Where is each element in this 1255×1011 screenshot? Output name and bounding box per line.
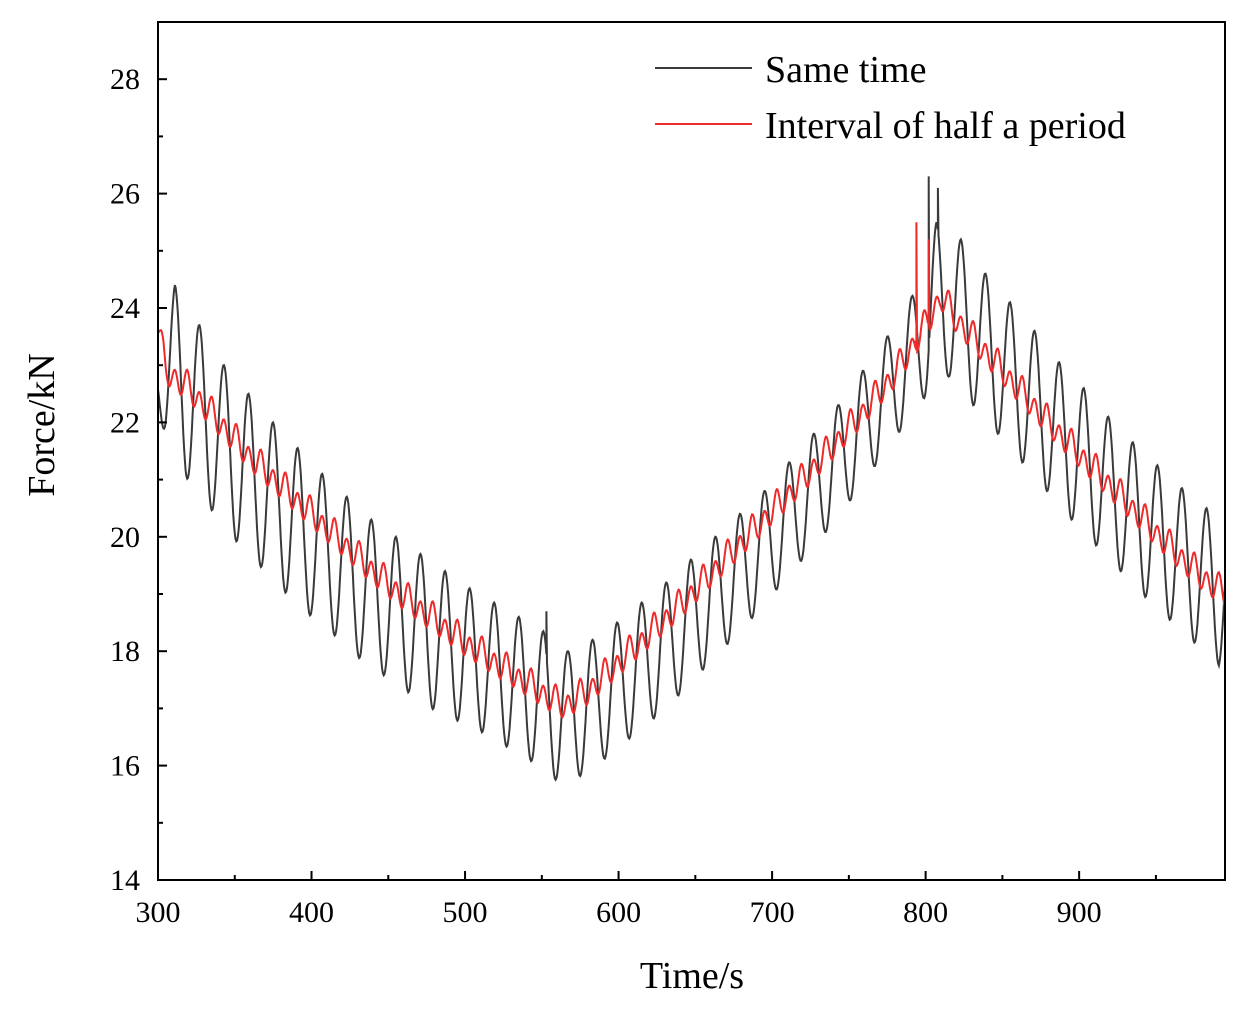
y-tick-label: 26 xyxy=(110,178,140,211)
x-tick-label: 500 xyxy=(443,896,488,929)
x-axis-title: Time/s xyxy=(640,955,744,997)
y-tick-label: 16 xyxy=(110,750,140,783)
x-tick-label: 700 xyxy=(750,896,795,929)
x-tick-label: 800 xyxy=(903,896,948,929)
y-axis-title: Force/kN xyxy=(21,353,63,497)
y-tick-label: 24 xyxy=(110,292,140,325)
series-line-half-period xyxy=(158,222,1225,719)
plot-frame xyxy=(157,21,1226,881)
y-tick-label: 20 xyxy=(110,521,140,554)
y-tick-label: 14 xyxy=(110,864,140,897)
x-tick-label: 400 xyxy=(289,896,334,929)
y-tick-label: 28 xyxy=(110,63,140,96)
x-tick-label: 900 xyxy=(1057,896,1102,929)
legend-label-same-time: Same time xyxy=(765,49,926,91)
series-line-same-time xyxy=(158,176,1225,782)
x-tick-label: 300 xyxy=(136,896,181,929)
y-tick-label: 18 xyxy=(110,635,140,668)
legend: Same time Interval of half a period xyxy=(655,49,1126,147)
x-tick-label: 600 xyxy=(596,896,641,929)
y-tick-label: 22 xyxy=(110,406,140,439)
legend-label-half-period: Interval of half a period xyxy=(765,105,1126,147)
